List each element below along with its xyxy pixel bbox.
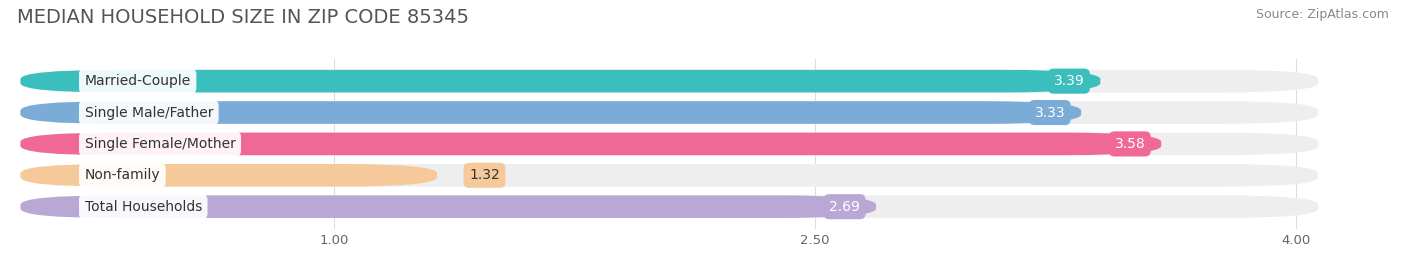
FancyBboxPatch shape: [21, 70, 1101, 93]
FancyBboxPatch shape: [21, 164, 437, 187]
Text: 1.32: 1.32: [470, 168, 499, 182]
FancyBboxPatch shape: [21, 101, 1319, 124]
FancyBboxPatch shape: [21, 101, 1081, 124]
FancyBboxPatch shape: [21, 133, 1319, 155]
FancyBboxPatch shape: [21, 133, 1161, 155]
Text: MEDIAN HOUSEHOLD SIZE IN ZIP CODE 85345: MEDIAN HOUSEHOLD SIZE IN ZIP CODE 85345: [17, 8, 468, 27]
FancyBboxPatch shape: [21, 70, 1319, 93]
Text: Single Male/Father: Single Male/Father: [84, 105, 214, 119]
FancyBboxPatch shape: [21, 195, 876, 218]
FancyBboxPatch shape: [21, 195, 1319, 218]
Text: 3.33: 3.33: [1035, 105, 1066, 119]
Text: Single Female/Mother: Single Female/Mother: [84, 137, 235, 151]
Text: Married-Couple: Married-Couple: [84, 74, 191, 88]
Text: Total Households: Total Households: [84, 200, 202, 214]
Text: 3.58: 3.58: [1115, 137, 1146, 151]
Text: 2.69: 2.69: [830, 200, 860, 214]
Text: Source: ZipAtlas.com: Source: ZipAtlas.com: [1256, 8, 1389, 21]
Text: Non-family: Non-family: [84, 168, 160, 182]
FancyBboxPatch shape: [21, 164, 1319, 187]
Text: 3.39: 3.39: [1053, 74, 1084, 88]
